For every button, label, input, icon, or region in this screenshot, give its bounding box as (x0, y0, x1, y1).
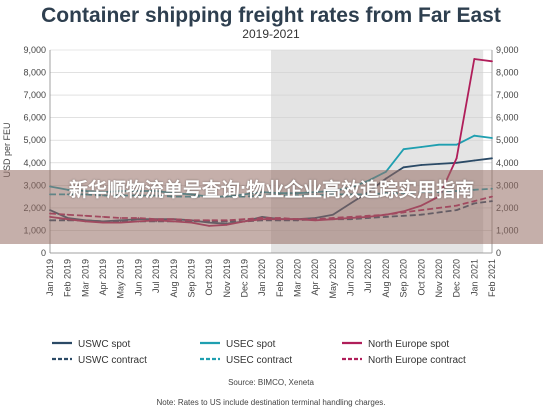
x-tick-label: Oct 2020 (416, 259, 426, 296)
legend: USWC spot USWC contract USEC spot USEC cont… (52, 339, 466, 366)
x-tick-label: Feb 2020 (275, 259, 285, 297)
x-tick-label: Feb 2021 (487, 259, 497, 297)
legend-label-uswc-spot: USWC spot (78, 339, 130, 350)
data-point-usec-spot (420, 146, 423, 148)
x-tick-label: Sep 2019 (186, 259, 196, 298)
x-tick-label: Aug 2019 (169, 259, 179, 298)
x-tick-label: Jan 2021 (469, 259, 479, 296)
y-axis-label-left: USD per FEU (2, 122, 12, 177)
x-tick-label: Jul 2019 (151, 259, 161, 293)
data-point-usec-spot (491, 137, 493, 139)
x-tick-label: Jan 2020 (257, 259, 267, 296)
legend-label-north-europe-contract: North Europe contract (368, 355, 466, 366)
data-point-uswc-spot (420, 164, 423, 166)
y-tick-label-right: 0 (496, 248, 501, 258)
y-tick-label-right: 8,000 (496, 68, 519, 78)
x-tick-label: Jun 2020 (346, 259, 356, 296)
x-tick-label: Nov 2019 (222, 259, 232, 298)
rates-note: Note: Rates to US include destination te… (156, 398, 385, 407)
x-tick-label: Oct 2019 (204, 259, 214, 296)
y-tick-label-right: 5,000 (496, 135, 519, 145)
y-tick-label-left: 9,000 (23, 45, 46, 55)
y-tick-label-left: 5,000 (23, 135, 46, 145)
overlay-caption: 新华顺物流单号查询:物业企业高效追踪实用指南 (68, 180, 475, 201)
x-tick-label: May 2019 (116, 259, 126, 299)
x-tick-label: Apr 2020 (310, 259, 320, 296)
y-tick-label-left: 8,000 (23, 68, 46, 78)
data-point-uswc-spot (455, 161, 458, 164)
data-point-north-europe-spot (473, 58, 476, 60)
watermark-band (0, 170, 543, 244)
x-tick-label: Jul 2020 (363, 259, 373, 293)
x-tick-label: Dec 2019 (239, 259, 249, 298)
source-note: Source: BIMCO, Xeneta (228, 378, 314, 387)
x-tick-label: Nov 2020 (434, 259, 444, 298)
y-tick-label-right: 7,000 (496, 90, 519, 100)
x-tick-label: May 2020 (328, 259, 338, 299)
data-point-north-europe-spot (455, 157, 458, 160)
y-tick-label-right: 4,000 (496, 158, 519, 168)
y-tick-label-right: 9,000 (496, 45, 519, 55)
data-point-usec-spot (402, 148, 405, 151)
data-point-uswc-spot (438, 163, 440, 165)
data-point-usec-spot (438, 143, 440, 146)
data-point-usec-spot (455, 143, 458, 146)
legend-label-usec-contract: USEC contract (226, 355, 292, 366)
x-tick-label: Jan 2019 (45, 259, 55, 296)
legend-label-usec-spot: USEC spot (226, 339, 276, 350)
chart-subtitle: 2019-2021 (242, 27, 300, 41)
y-tick-label-left: 4,000 (23, 158, 46, 168)
x-tick-label: Jun 2019 (133, 259, 143, 296)
y-tick-label-left: 7,000 (23, 90, 46, 100)
x-tick-label: Aug 2020 (381, 259, 391, 298)
data-point-uswc-spot (402, 166, 405, 169)
data-point-usec-spot (473, 134, 476, 137)
x-tick-label: Mar 2020 (293, 259, 303, 297)
x-tick-label: Feb 2019 (63, 259, 73, 297)
x-tick-label: Dec 2020 (452, 259, 462, 298)
legend-label-north-europe-spot: North Europe spot (368, 339, 449, 350)
y-tick-label-right: 6,000 (496, 113, 519, 123)
data-point-north-europe-spot (491, 60, 493, 63)
x-tick-label: Sep 2020 (399, 259, 409, 298)
y-tick-label-left: 6,000 (23, 113, 46, 123)
x-tick-label: Apr 2019 (98, 259, 108, 296)
y-tick-label-left: 0 (41, 248, 46, 258)
chart-title: Container shipping freight rates from Fa… (41, 4, 501, 27)
x-tick-label: Mar 2019 (80, 259, 90, 297)
data-point-uswc-spot (473, 159, 476, 162)
legend-label-uswc-contract: USWC contract (78, 355, 147, 366)
data-point-uswc-spot (491, 157, 493, 160)
